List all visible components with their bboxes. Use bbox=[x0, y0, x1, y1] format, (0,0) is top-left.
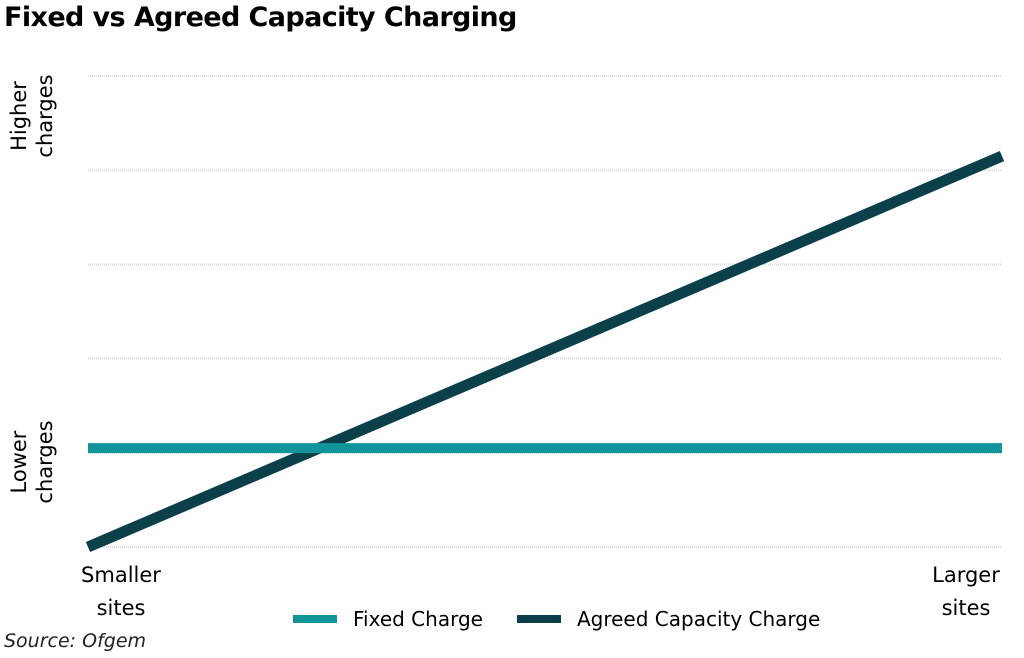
legend-item-agreed-capacity-charge: Agreed Capacity Charge bbox=[516, 607, 821, 631]
gridlines bbox=[88, 75, 1002, 548]
legend-swatch-fixed-charge bbox=[293, 615, 337, 623]
legend-label-agreed-capacity-charge: Agreed Capacity Charge bbox=[576, 607, 821, 631]
series-lines bbox=[85, 151, 1005, 553]
legend-item-fixed-charge: Fixed Charge bbox=[293, 607, 483, 631]
chart-title: Fixed vs Agreed Capacity Charging bbox=[4, 2, 517, 33]
x-axis-label-smaller: Smaller sites bbox=[81, 563, 161, 620]
source-note: Source: Ofgem bbox=[4, 630, 147, 652]
legend-label-fixed-charge: Fixed Charge bbox=[353, 607, 483, 631]
x-axis-label-larger: Larger sites bbox=[932, 563, 1000, 620]
legend: Fixed Charge Agreed Capacity Charge bbox=[293, 607, 854, 631]
series-line-agreed-capacity-charge bbox=[85, 151, 1005, 553]
legend-swatch-agreed-capacity-charge bbox=[516, 615, 561, 623]
